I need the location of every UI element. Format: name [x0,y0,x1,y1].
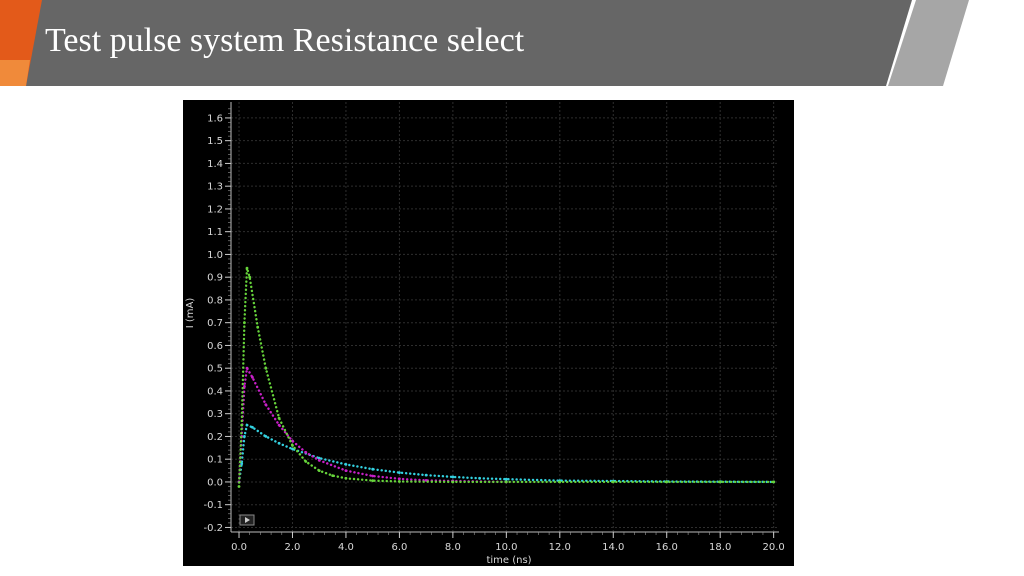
y-tick-label: 1.4 [207,159,223,170]
banner-background [0,0,912,86]
series-point [264,366,268,370]
series-point [304,460,308,463]
series-point [291,444,294,447]
series-point [248,275,252,279]
y-tick-label: 1.3 [207,182,223,193]
series-point [256,325,260,329]
y-tick-label: 0.5 [207,364,223,375]
series-point [504,480,508,484]
axis-layer: -0.2 -0.1 0.0 0.1 0.2 0.3 0.4 0.5 0.6 0.7 0.8 0.9 1.… [203,102,785,553]
x-tick-label: 8.0 [445,542,461,553]
x-tick-label: 18.0 [709,542,731,553]
y-tick-label: -0.1 [203,500,223,511]
series-point [344,469,348,472]
series-point [240,423,244,427]
y-tick-label: 1.5 [207,136,223,147]
series-point [478,476,481,480]
series-point [243,385,246,388]
title-banner [0,0,969,86]
series-point [398,480,401,483]
series-point [245,366,249,370]
series-point [317,456,321,460]
series-point [251,425,254,429]
slide-title: Test pulse system Resistance select [45,22,525,59]
x-axis-label: time (ns) [486,555,531,566]
x-tick-label: 20.0 [763,542,785,553]
y-tick-label: 0.1 [207,455,223,466]
series-point [304,451,308,454]
grid-layer [231,102,779,532]
series-point [424,473,428,477]
waveform-chart: -0.2 -0.1 0.0 0.1 0.2 0.3 0.4 0.5 0.6 0.7 0.8 0.9 1.… [185,102,785,566]
x-tick-label: 16.0 [656,542,678,553]
x-tick-label: 12.0 [549,542,571,553]
series-point [264,403,268,406]
y-tick-label: 0.7 [207,318,223,329]
series-point [504,477,508,481]
series-point [558,480,562,484]
series-point [772,480,776,484]
series-2 [237,266,776,488]
series-line [237,423,775,484]
x-tick-label: 4.0 [338,542,354,553]
play-button[interactable] [239,514,255,526]
series-point [371,474,375,478]
x-tick-label: 0.0 [231,542,247,553]
series-point [243,321,246,325]
y-tick-label: 0.6 [207,341,223,352]
x-tick-label: 6.0 [391,542,407,553]
series-point [398,477,401,481]
x-tick-label: 14.0 [602,542,624,553]
series-point [371,467,375,471]
y-axis-label: I (mA) [185,298,196,329]
series-point [331,474,334,477]
series-point [264,435,268,438]
y-tick-label: -0.2 [203,523,223,534]
series-point [291,439,294,443]
series-point [240,462,244,466]
series-line [237,364,508,484]
y-tick-label: 1.6 [207,113,223,124]
series-point [398,471,401,474]
series-point [451,480,455,484]
waveform-plot-window: -0.2 -0.1 0.0 0.1 0.2 0.3 0.4 0.5 0.6 0.7 0.8 0.9 1.… [183,100,794,566]
y-tick-label: 0.2 [207,432,223,443]
y-tick-label: 0.0 [207,477,223,488]
series-point [344,463,348,466]
series-point [718,480,722,484]
y-tick-label: 1.0 [207,250,223,261]
y-tick-label: 1.2 [207,204,223,215]
banner-stripe-light [888,0,969,86]
series-point [243,435,246,438]
series-point [277,441,281,445]
x-tick-label: 2.0 [285,542,301,553]
play-icon [245,517,250,523]
x-tick-label: 10.0 [495,542,517,553]
series-point [251,375,254,379]
y-tick-label: 1.1 [207,227,223,238]
series-point [237,485,241,488]
series-point [291,447,294,451]
series-point [611,480,615,484]
series-point [451,475,455,479]
series-point [317,458,321,462]
banner-accent-orange-shade [0,60,30,86]
series-point [277,423,281,427]
series-point [344,476,348,480]
y-tick-label: 0.9 [207,273,223,284]
series-point [317,469,321,472]
series-point [245,423,249,427]
series-point [665,480,669,484]
y-tick-label: 0.4 [207,386,223,397]
y-tick-label: 0.8 [207,295,223,306]
series-line [237,267,775,488]
series-1 [237,364,508,484]
series-point [371,479,375,482]
y-tick-label: 0.3 [207,409,223,420]
series-point [245,266,249,270]
series-layer [237,266,776,488]
series-point [277,416,281,420]
